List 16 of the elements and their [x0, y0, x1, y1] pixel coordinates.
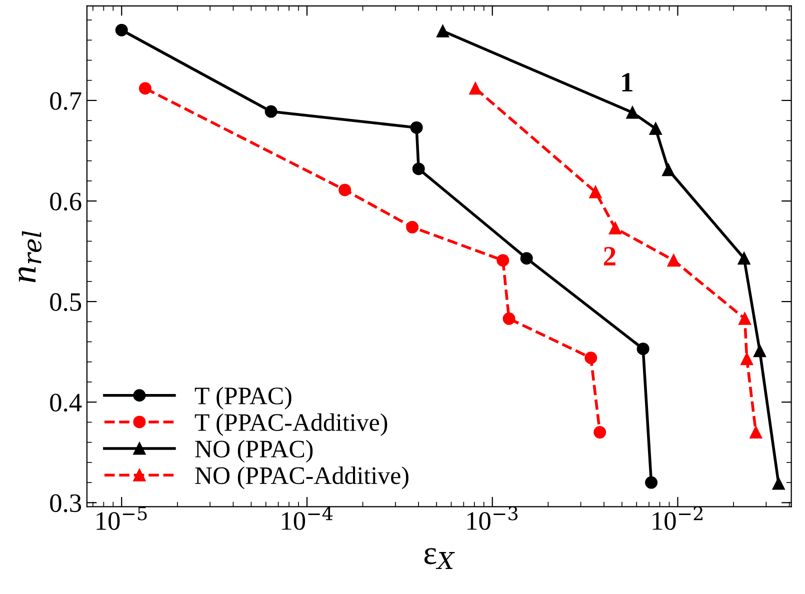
x-axis-title: ε$_{X}$: [424, 548, 455, 570]
legend-label: NO (PPAC): [195, 440, 313, 463]
x-tick-label: 10$^{−3}$: [467, 506, 518, 530]
x-tick-label: 10$^{−2}$: [652, 506, 702, 530]
legend-label: T (PPAC): [194, 386, 292, 410]
x-tick-label: 10$^{−4}$: [282, 506, 333, 530]
legend-label: T (PPAC-Additive): [194, 413, 388, 436]
y-tick-label: 0.7: [50, 92, 82, 110]
y-tick-label: 0.4: [50, 394, 82, 412]
y-tick-label: 0.6: [50, 192, 82, 211]
y-tick-label: 0.3: [50, 494, 82, 512]
annotation: 1: [622, 73, 632, 92]
y-tick-label: 0.5: [50, 293, 82, 312]
annotation: 2: [604, 247, 616, 266]
legend-label: NO (PPAC-Additive): [195, 466, 408, 490]
y-axis-title: n$_{rel}$: [18, 231, 42, 282]
